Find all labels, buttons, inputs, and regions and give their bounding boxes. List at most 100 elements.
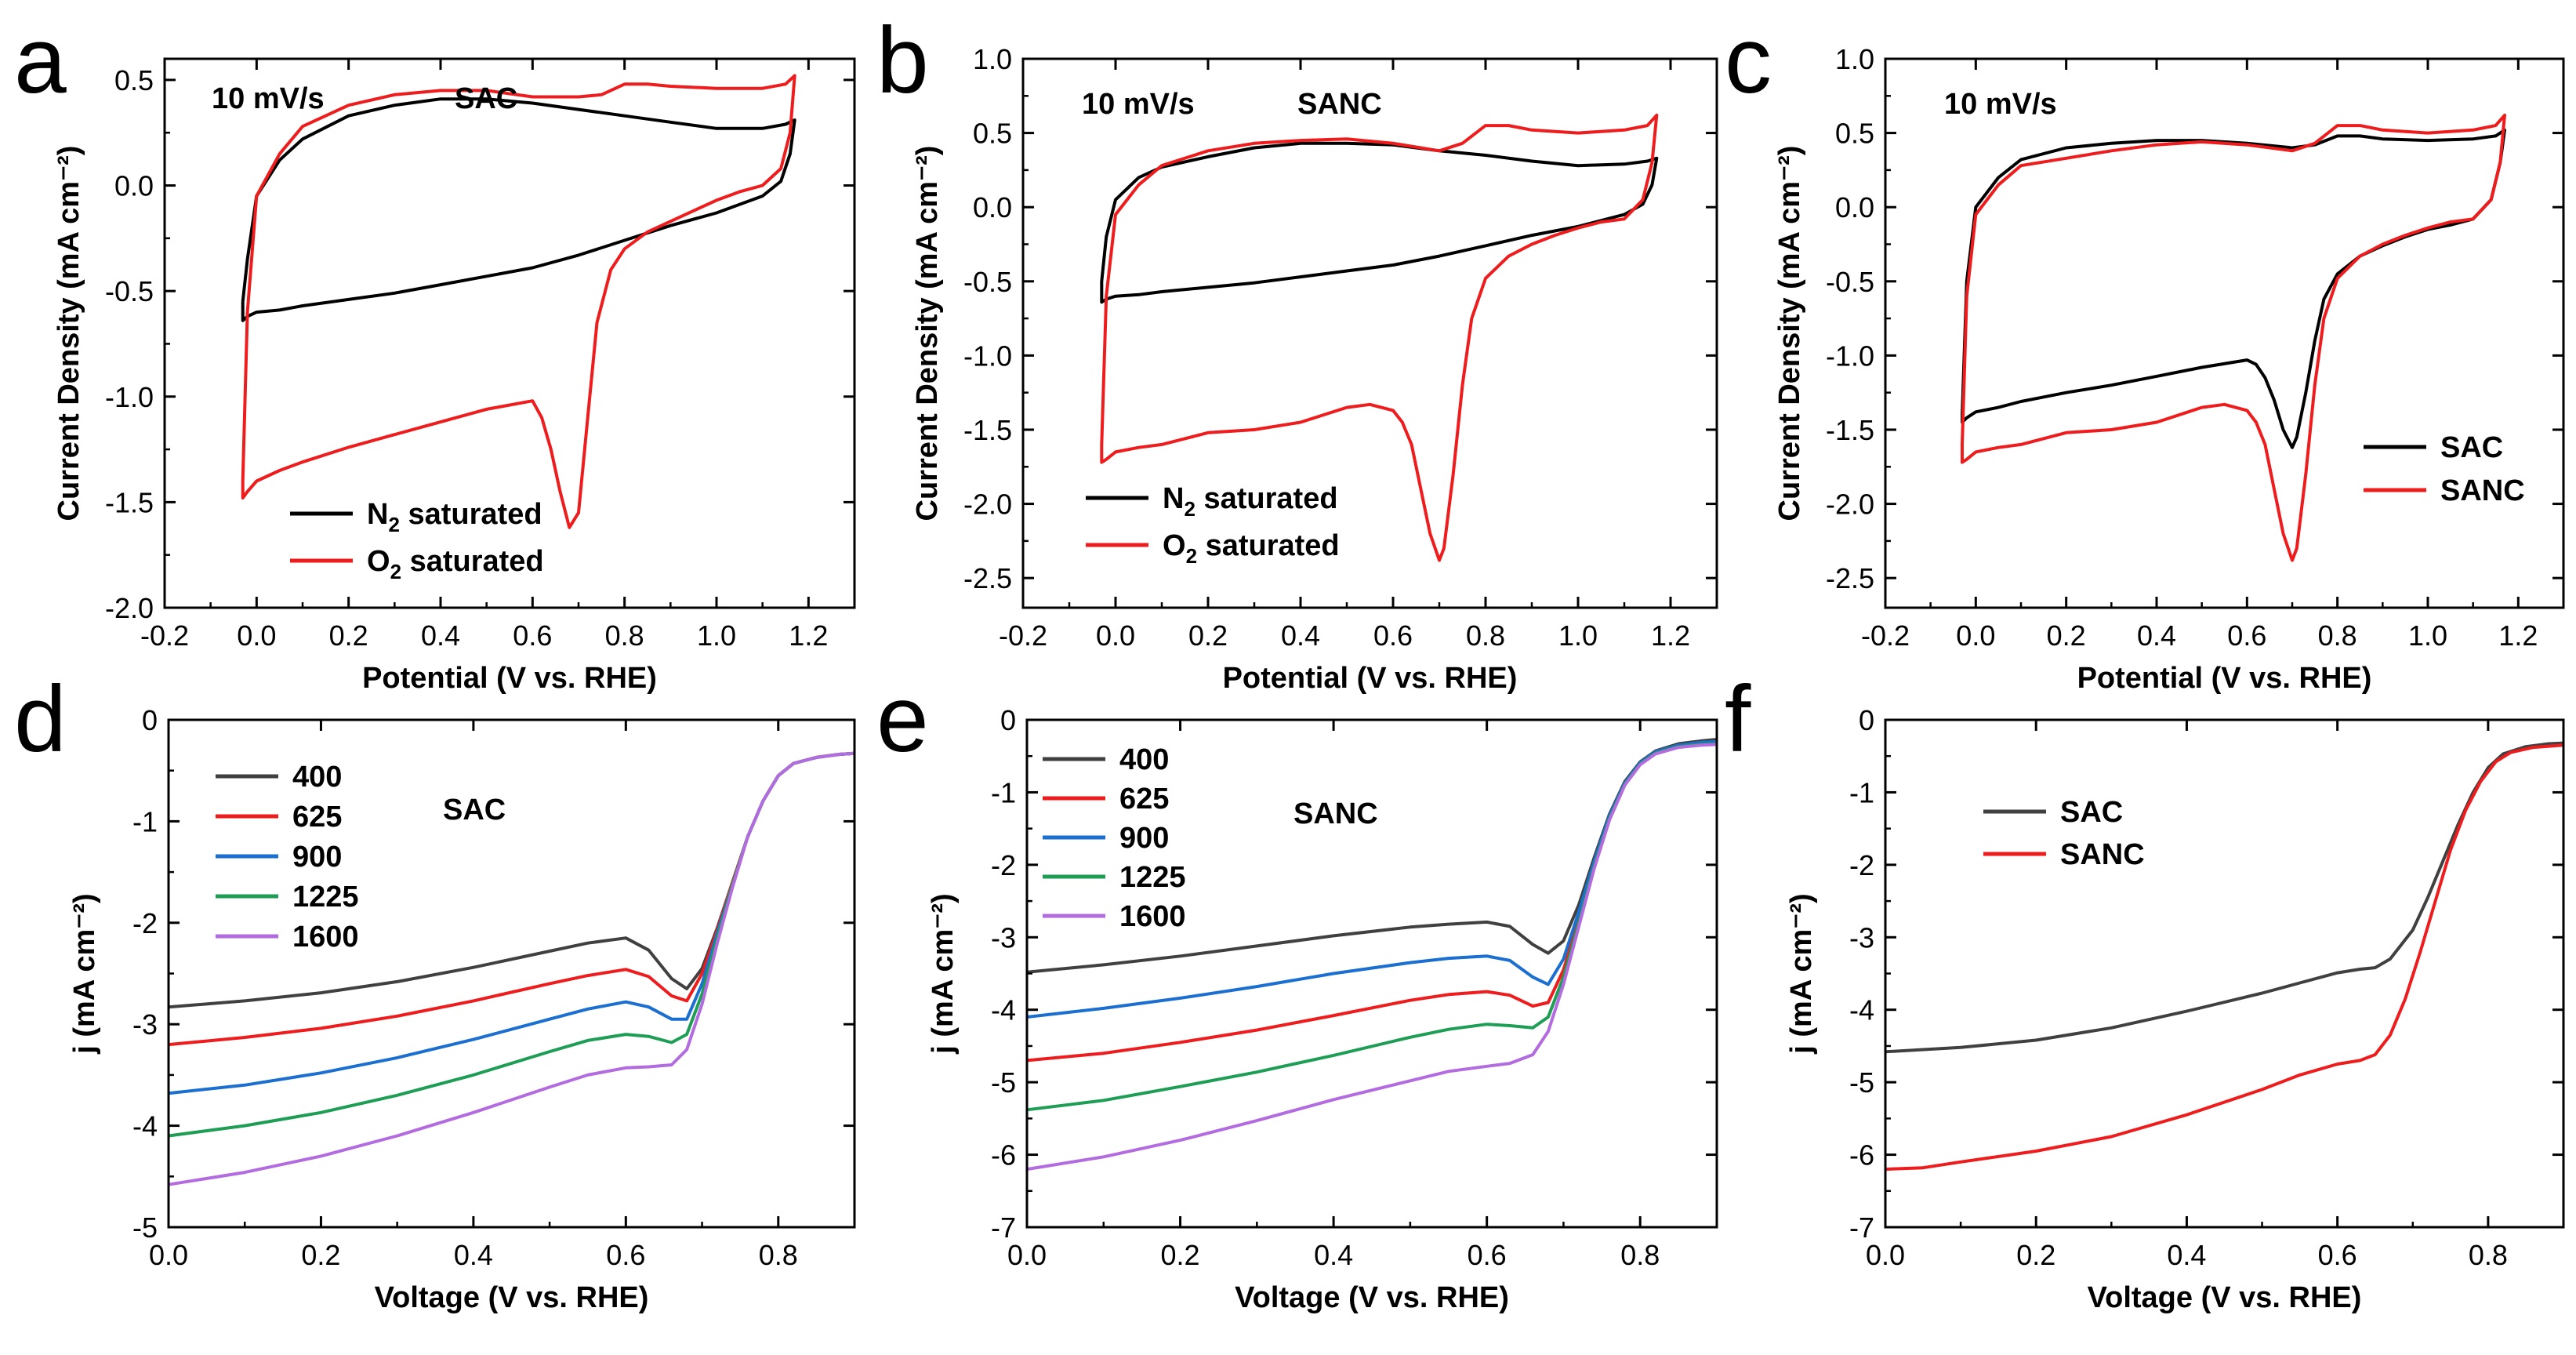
series-line-c-1: [1961, 113, 2506, 562]
x-tick-label: 0.8: [2469, 1239, 2508, 1271]
axes-frame-f: [1884, 718, 2565, 1229]
x-tick-label: 0.0: [1007, 1239, 1047, 1271]
x-axis-label: Voltage (V vs. RHE): [375, 1281, 649, 1314]
y-tick-label: -2.0: [963, 489, 1012, 521]
series-line-c-0: [1961, 128, 2506, 449]
legend-label: 625: [1119, 783, 1169, 816]
x-tick-label: 0.0: [1866, 1239, 1905, 1271]
x-tick-label: 0.2: [1161, 1239, 1200, 1271]
legend-text: 1225: [292, 881, 359, 914]
legend-label: O2 saturated: [367, 545, 544, 583]
x-tick-label: 0.4: [421, 619, 460, 652]
x-tick-label: 0.8: [605, 619, 644, 652]
panel-d: d 0.0 0.2 0.4 0.6 0.8 -5 -4 -3 -2 -1 0 Voltage (V vs…: [14, 667, 856, 1314]
y-tick-label: -1.0: [105, 381, 154, 413]
chart-title: SAC: [455, 82, 517, 115]
x-tick-label: 0.2: [1188, 619, 1228, 652]
y-tick-label: -2.0: [1826, 489, 1874, 521]
y-tick-label: -7: [1849, 1212, 1874, 1244]
legend-label: 625: [292, 801, 342, 834]
y-tick-label: -1.0: [1826, 340, 1874, 372]
x-tick-label: 0.0: [149, 1239, 188, 1271]
panel-letter-a: a: [14, 8, 67, 113]
chart-title: SANC: [1297, 88, 1382, 121]
axes-frame-a: [163, 57, 856, 609]
legend-text: SAC: [2060, 796, 2123, 829]
y-tick-label: -6: [991, 1139, 1016, 1172]
axes-frame-d: [167, 718, 856, 1229]
y-axis-label: j (mA cm⁻²): [1785, 893, 1818, 1054]
x-tick-label: 0.2: [2016, 1239, 2055, 1271]
x-axis-label: Voltage (V vs. RHE): [2088, 1281, 2362, 1314]
x-tick-label: -0.2: [1861, 619, 1910, 652]
y-tick-label: -5: [1849, 1066, 1874, 1099]
legend: N2 saturated O2 saturated: [290, 498, 544, 583]
legend-text: 400: [1119, 743, 1169, 776]
x-tick-label: 1.2: [2498, 619, 2538, 652]
legend: 400 625 900 1225 1600: [1043, 743, 1186, 933]
legend-subscript: 2: [390, 560, 401, 583]
legend-label: 1600: [292, 921, 359, 954]
legend-label: N2 saturated: [367, 498, 542, 536]
series-line-f-0: [1885, 741, 2564, 1054]
x-tick-label: -0.2: [999, 619, 1047, 652]
legend-text: SAC: [2440, 431, 2503, 464]
panel-letter-b: b: [876, 8, 929, 113]
y-tick-label: -0.5: [1826, 266, 1874, 298]
legend-text-rest: saturated: [1195, 482, 1338, 515]
legend-text: N: [367, 498, 388, 531]
legend-text: O: [367, 545, 390, 578]
y-tick-label: 0.0: [1835, 191, 1874, 223]
x-axis-label: Potential (V vs. RHE): [362, 662, 657, 695]
y-axis-label: Current Density (mA cm⁻²): [1773, 146, 1806, 521]
y-tick-label: 0.0: [114, 170, 154, 202]
legend-text-rest: saturated: [1197, 529, 1340, 562]
chart-title: SAC: [443, 794, 506, 826]
legend-text: 900: [1119, 822, 1169, 855]
y-tick-label: 0: [1000, 704, 1016, 736]
x-tick-label: 0.4: [1281, 619, 1320, 652]
legend-text: SANC: [2440, 474, 2525, 507]
legend-text: 900: [292, 841, 342, 874]
x-tick-label: 0.4: [1314, 1239, 1353, 1271]
x-tick-label: 0.0: [1096, 619, 1135, 652]
legend-text: 1600: [1119, 900, 1186, 933]
legend-subscript: 2: [1186, 544, 1197, 568]
x-tick-label: 1.0: [697, 619, 736, 652]
y-tick-label: -1.0: [963, 340, 1012, 372]
legend-label: N2 saturated: [1163, 482, 1338, 521]
y-axis-label: j (mA cm⁻²): [68, 893, 101, 1054]
x-tick-label: 0.4: [2167, 1239, 2206, 1271]
series-line-a-0: [241, 97, 796, 322]
legend-subscript: 2: [388, 513, 399, 536]
x-axis-label: Voltage (V vs. RHE): [1235, 1281, 1509, 1314]
y-tick-label: -4: [1849, 994, 1874, 1026]
y-tick-label: -5: [132, 1212, 158, 1244]
series-line-a-1: [241, 74, 796, 529]
x-tick-label: 0.0: [237, 619, 276, 652]
y-tick-label: -2.5: [963, 562, 1012, 594]
panel-letter-d: d: [14, 667, 67, 772]
y-tick-label: 0.5: [973, 118, 1012, 150]
x-tick-label: 0.0: [1956, 619, 1995, 652]
series-line-d-3: [168, 751, 855, 1138]
y-tick-label: 0: [1859, 704, 1874, 736]
x-tick-label: 0.8: [759, 1239, 798, 1271]
x-tick-label: 0.6: [1373, 619, 1413, 652]
y-tick-label: -1.5: [1826, 414, 1874, 446]
series-line-d-4: [168, 751, 855, 1186]
y-tick-label: -1: [991, 776, 1016, 808]
legend-subscript: 2: [1184, 497, 1195, 521]
series-line-e-4: [1026, 743, 1718, 1172]
legend-text: SANC: [2060, 838, 2145, 871]
x-tick-label: 0.4: [2137, 619, 2176, 652]
y-tick-label: -0.5: [963, 266, 1012, 298]
x-tick-label: 0.4: [454, 1239, 493, 1271]
panel-a: a -0.2 0.0 0.2 0.4 0.6 0.8 1.0 1.2 -2.0 -1.5 -1.0 -0…: [14, 8, 856, 695]
x-tick-label: 1.0: [2408, 619, 2447, 652]
panel-letter-c: c: [1725, 8, 1772, 113]
y-tick-label: -3: [132, 1008, 158, 1041]
panel-c: c -0.2 0.0 0.2 0.4 0.6 0.8 1.0 1.2 -2.5 -2.0 -1.5 -1…: [1725, 8, 2565, 695]
x-tick-label: 0.8: [1620, 1239, 1660, 1271]
